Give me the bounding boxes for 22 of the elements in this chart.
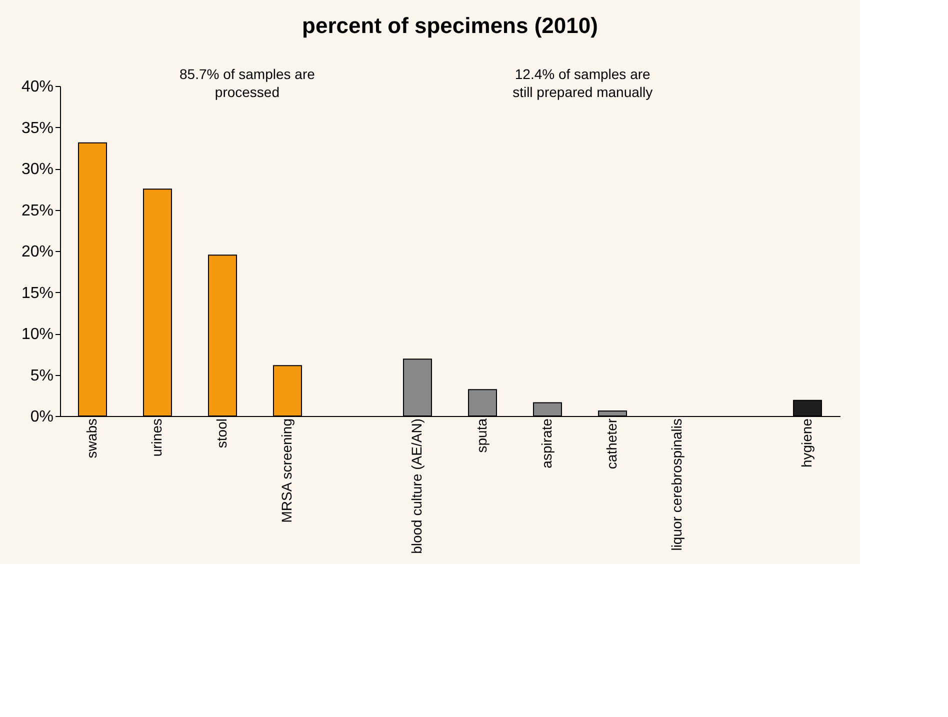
y-tick-label: 15% <box>21 284 54 302</box>
x-tick-label: hygiene <box>798 418 814 468</box>
x-tick-label: swabs <box>84 418 100 458</box>
x-tick-label: catheter <box>604 418 620 470</box>
annotation: 12.4% of samples are still prepared manually <box>512 66 653 100</box>
y-tick-label: 5% <box>30 367 54 384</box>
y-tick-label: 25% <box>21 202 54 220</box>
x-tick-label: MRSA screening <box>278 418 294 523</box>
x-tick-label: liquor cerebrospinalis <box>668 418 684 551</box>
x-tick-label: stool <box>214 418 230 448</box>
x-tick-label: urines <box>148 418 164 457</box>
annotation: 85.7% of samples are processed <box>179 66 316 100</box>
y-tick-label: 20% <box>21 244 54 260</box>
y-tick-label: 0% <box>30 408 54 426</box>
x-tick-label: blood culture (AE/AN) <box>408 418 424 554</box>
y-tick-label: 40% <box>21 78 54 96</box>
y-tick-label: 10% <box>21 326 54 343</box>
x-tick-label: aspirate <box>538 418 554 468</box>
y-tick-label: 30% <box>21 161 54 178</box>
chart-title: percent of specimens (2010) <box>302 13 598 38</box>
y-tick-label: 35% <box>21 120 54 137</box>
x-tick-label: sputa <box>474 418 490 453</box>
